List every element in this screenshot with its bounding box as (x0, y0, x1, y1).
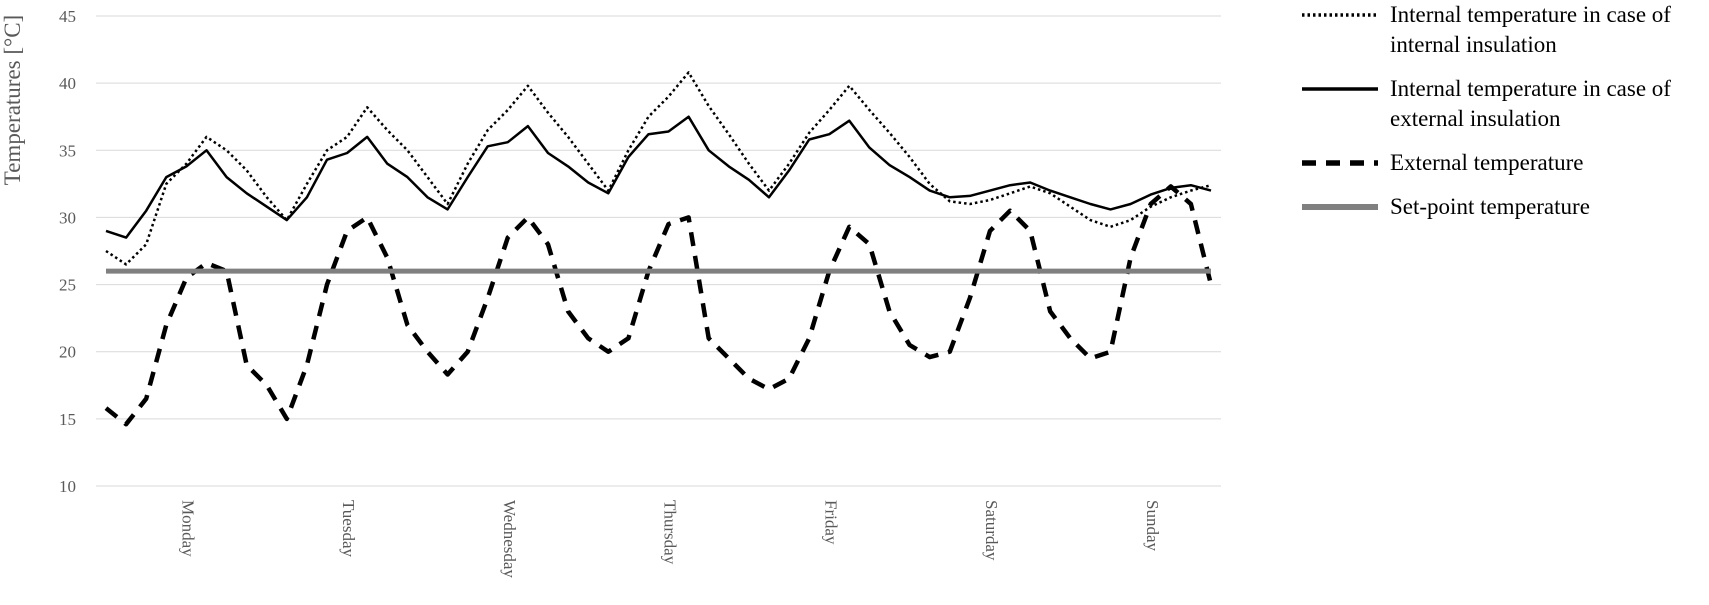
y-tick-label: 25 (59, 276, 76, 295)
x-tick-label: Saturday (982, 500, 1001, 561)
y-axis-title: Temperatures [°C] (0, 15, 25, 185)
legend-label: Set-point temperature (1390, 194, 1590, 219)
y-tick-label: 30 (59, 208, 76, 227)
y-tick-label: 40 (59, 74, 76, 93)
series-line (105, 71, 1212, 266)
y-tick-label: 35 (59, 141, 76, 160)
legend: Internal temperature in case of internal… (1300, 0, 1700, 236)
x-tick-label: Monday (178, 500, 197, 557)
x-tick-label: Tuesday (339, 500, 358, 557)
legend-label: Internal temperature in case of internal… (1390, 2, 1671, 57)
y-tick-label: 20 (59, 343, 76, 362)
y-tick-label: 45 (59, 7, 76, 26)
legend-swatch (1302, 13, 1378, 17)
x-tick-label: Sunday (1143, 500, 1162, 552)
legend-item: Internal temperature in case of external… (1300, 74, 1700, 134)
legend-item: External temperature (1300, 148, 1700, 178)
legend-item: Internal temperature in case of internal… (1300, 0, 1700, 60)
y-tick-label: 10 (59, 477, 76, 496)
legend-swatch (1302, 160, 1378, 166)
x-tick-label: Wednesday (500, 500, 519, 578)
legend-swatch (1302, 87, 1378, 91)
x-tick-label: Friday (821, 500, 840, 545)
legend-swatch (1302, 204, 1378, 210)
x-tick-label: Thursday (661, 500, 680, 565)
series-line (105, 115, 1212, 239)
y-tick-label: 15 (59, 410, 76, 429)
legend-label: Internal temperature in case of external… (1390, 76, 1671, 131)
legend-item: Set-point temperature (1300, 192, 1700, 222)
series-line (104, 184, 1214, 427)
legend-label: External temperature (1390, 150, 1584, 175)
